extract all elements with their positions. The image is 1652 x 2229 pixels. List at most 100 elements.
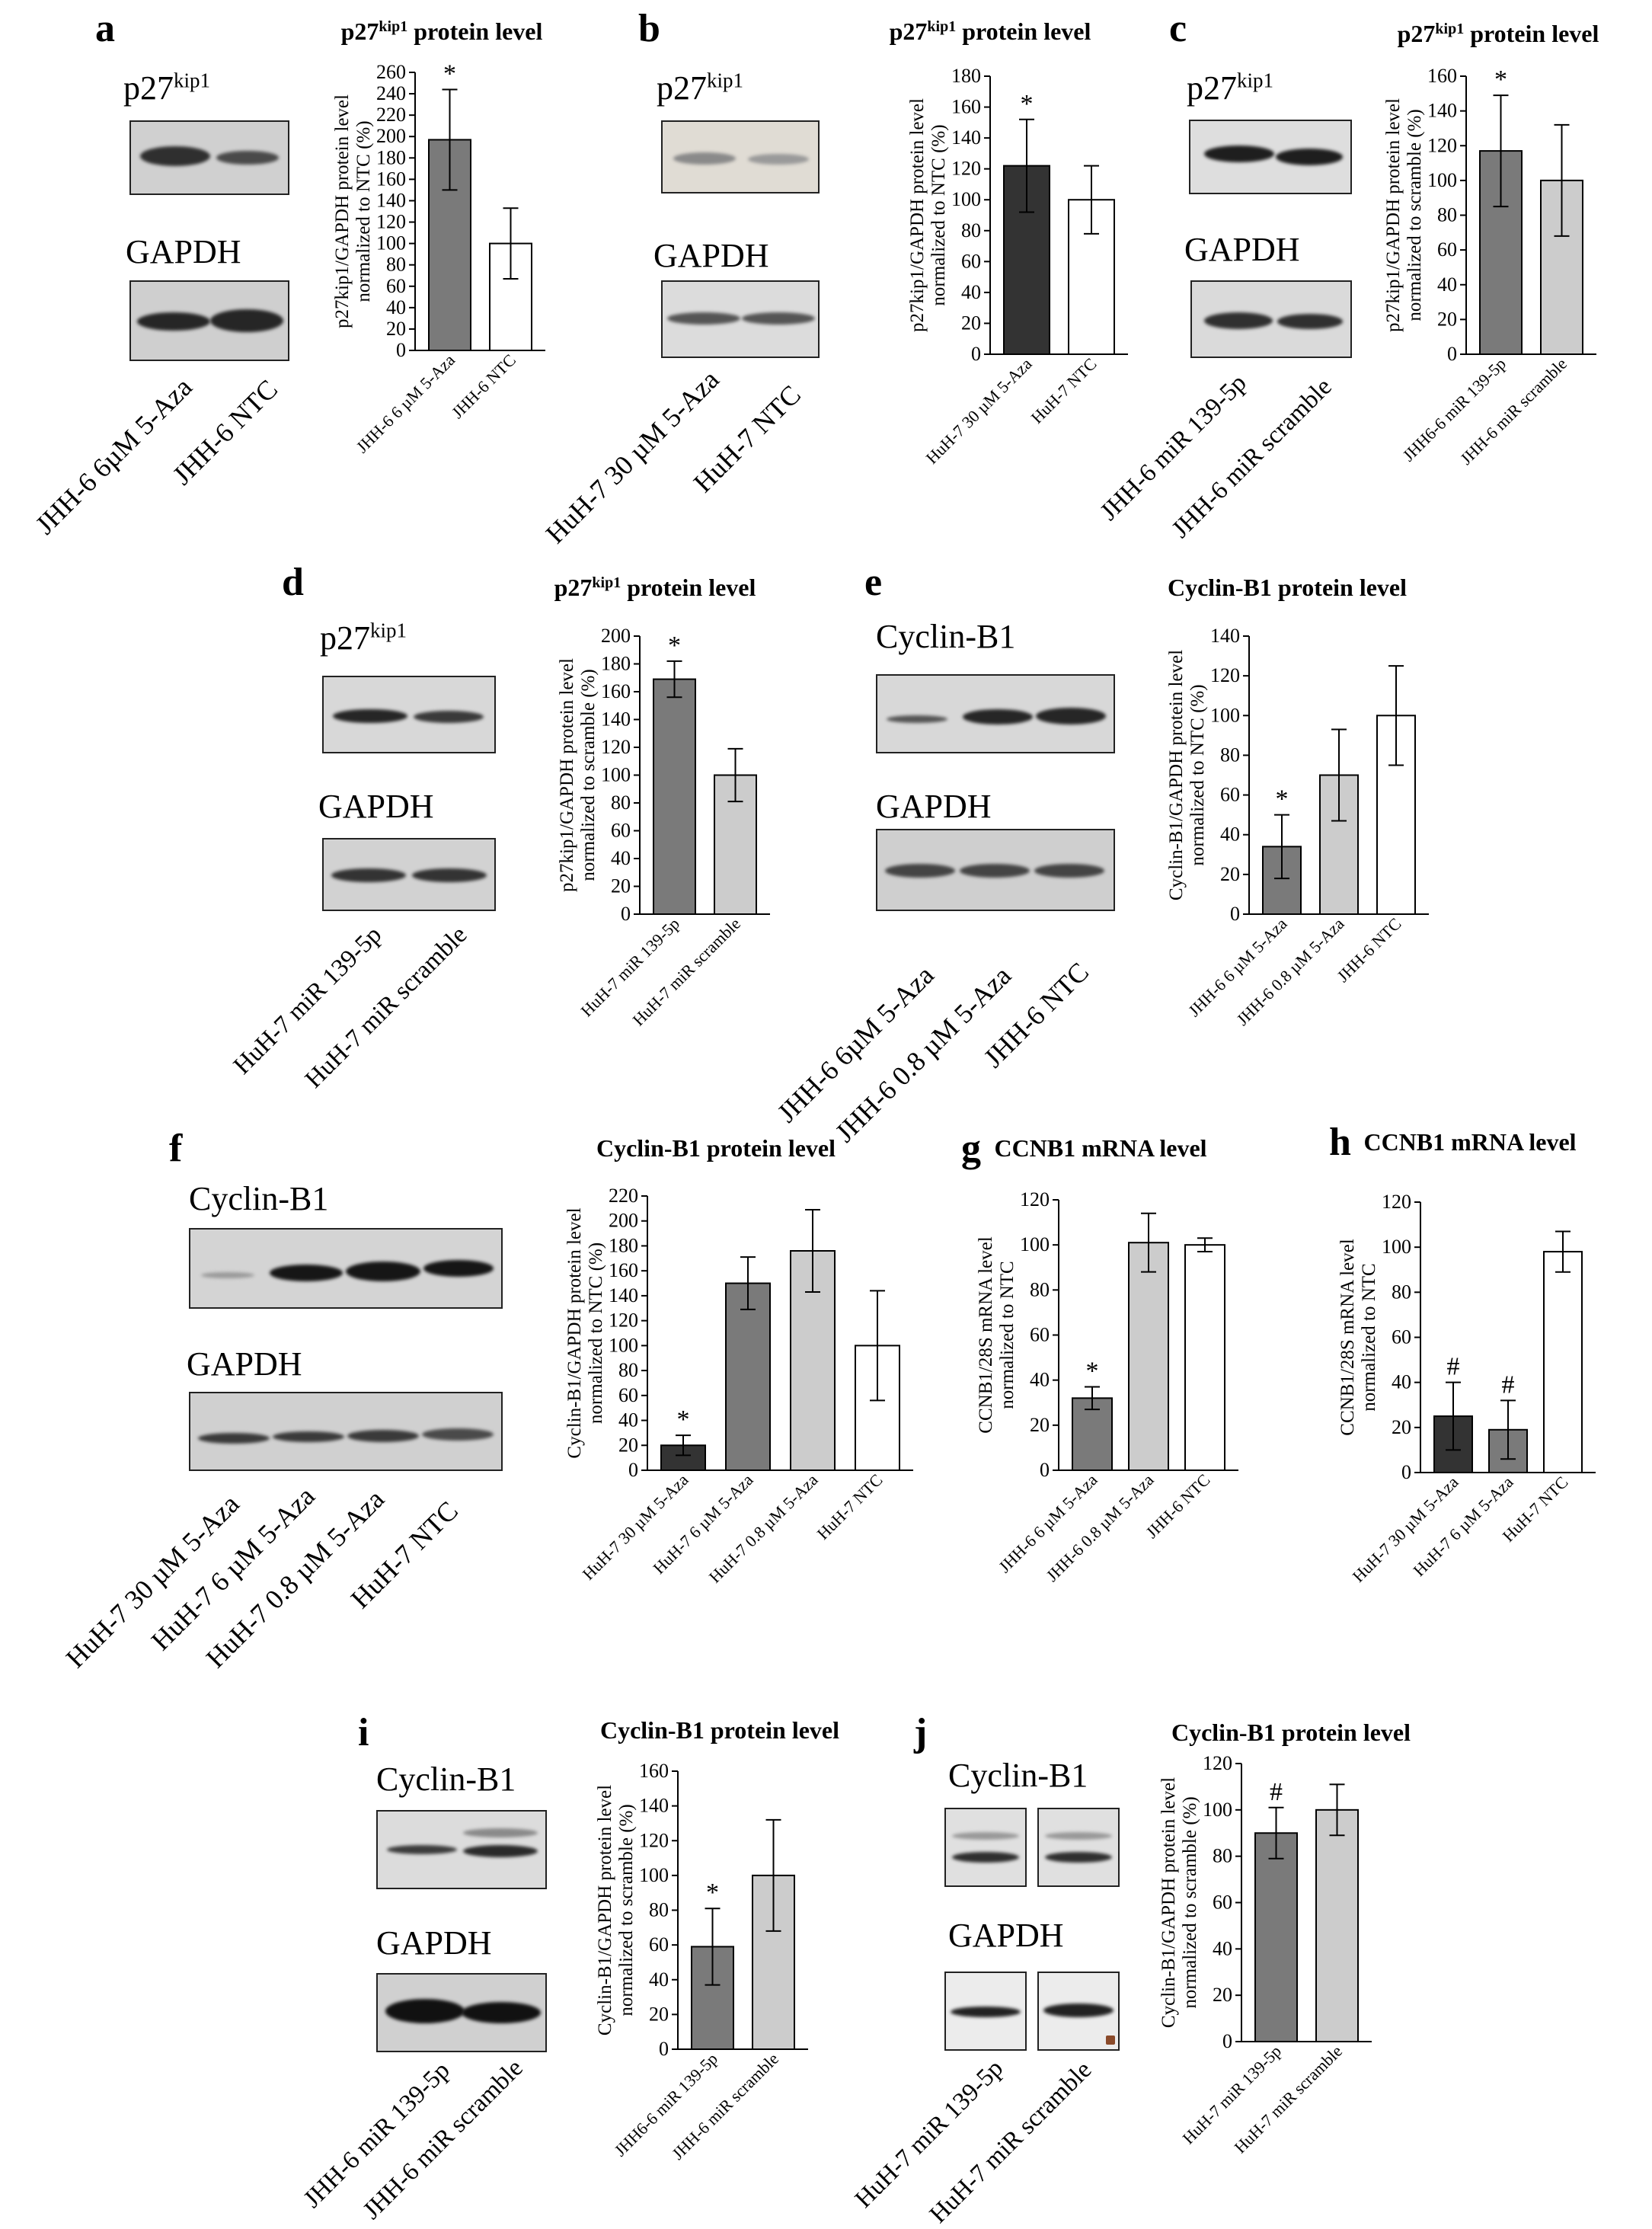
blot-a-gapdh: [129, 280, 289, 361]
y-tick-label: 40: [1392, 1371, 1411, 1393]
y-tick-label: 40: [386, 296, 406, 318]
y-tick-label: 100: [639, 1864, 669, 1886]
y-tick-label: 140: [639, 1795, 669, 1817]
y-axis-label: p27kip1/GAPDH protein level: [557, 658, 577, 892]
y-axis-label: p27kip1/GAPDH protein level: [907, 98, 928, 332]
y-tick-label: 60: [1213, 1892, 1232, 1914]
bar-chart-c: p27kip1 protein level p27kip1/GAPDH prote…: [1383, 20, 1599, 469]
y-tick-label: 180: [601, 653, 631, 675]
blot-d-p27: [322, 676, 496, 753]
band: [331, 868, 406, 882]
y-axis-label: CCNB1/28S mRNA level: [1337, 1239, 1358, 1435]
y-tick-label: 80: [649, 1899, 669, 1921]
blot-j-gapdh-lane1: [944, 1972, 1027, 2051]
y-tick-label: 0: [971, 343, 981, 365]
y-tick-label: 80: [1437, 204, 1457, 226]
blot-e-cyclinb1: [876, 674, 1115, 753]
band: [273, 1431, 344, 1442]
blot-label-c-bottom: GAPDH: [1184, 231, 1300, 268]
lane-label-j-2: HuH-7 miR scramble: [925, 2056, 1098, 2229]
panel-letter-j: j: [914, 1711, 928, 1754]
band: [960, 864, 1030, 878]
y-tick-label: 20: [1220, 863, 1240, 885]
y-tick-label: 100: [951, 188, 981, 210]
blot-label-b-bottom: GAPDH: [653, 237, 769, 274]
y-tick-label: 0: [1230, 903, 1240, 925]
blot-label-i-top: Cyclin-B1: [376, 1760, 516, 1798]
y-tick-label: 80: [386, 254, 406, 276]
y-tick-label: 40: [1030, 1369, 1050, 1391]
y-tick-label: 20: [1213, 1984, 1232, 2006]
y-tick-label: 160: [639, 1760, 669, 1782]
category-label: JHH-6 6 µM 5-Aza: [353, 350, 459, 457]
band: [463, 1845, 538, 1857]
y-tick-label: 100: [1020, 1233, 1050, 1255]
category-label: HuH-7 30 µM 5-Aza: [579, 1470, 692, 1584]
y-axis-label: Cyclin-B1/GAPDH protein level: [1166, 650, 1187, 900]
band: [742, 312, 815, 325]
y-tick-label: 0: [1222, 2030, 1232, 2052]
y-axis-label: Cyclin-B1/GAPDH protein level: [564, 1207, 585, 1458]
y-tick-label: 100: [376, 232, 406, 254]
blot-j-cyclinb1-lane2: [1037, 1808, 1120, 1887]
y-tick-label: 140: [1427, 100, 1457, 122]
category-label: HuH-7 30 µM 5-Aza: [922, 354, 1036, 468]
y-axis-label: CCNB1/28S mRNA level: [976, 1236, 996, 1433]
band: [140, 146, 210, 166]
band: [667, 312, 740, 325]
y-tick-label: 20: [386, 318, 406, 340]
chart-title: p27kip1 protein level: [890, 18, 1091, 45]
band: [1045, 1852, 1112, 1863]
band: [1204, 146, 1274, 162]
y-tick-label: 60: [1220, 784, 1240, 806]
y-tick-label: 180: [609, 1234, 638, 1256]
y-tick-label: 160: [601, 680, 631, 702]
band: [270, 1265, 343, 1281]
y-tick-label: 20: [961, 312, 981, 334]
lane-label-d-1: HuH-7 miR 139-5p: [228, 921, 388, 1080]
significance-marker: *: [677, 1406, 690, 1434]
y-tick-label: 120: [1427, 134, 1457, 156]
y-tick-label: 60: [1030, 1324, 1050, 1346]
significance-marker: *: [1086, 1358, 1099, 1386]
significance-marker: #: [1447, 1353, 1460, 1381]
category-label: HuH-7 30 µM 5-Aza: [1349, 1473, 1462, 1586]
y-tick-label: 100: [1382, 1236, 1411, 1258]
y-axis-label-normalization: normalized to scramble (%): [616, 1804, 637, 2016]
y-tick-label: 180: [376, 146, 406, 168]
category-label: JHH6-6 miR 139-5p: [1398, 354, 1510, 465]
y-tick-label: 40: [1437, 273, 1457, 296]
y-tick-label: 40: [618, 1409, 638, 1431]
y-tick-label: 80: [1030, 1278, 1050, 1300]
blot-j-gapdh-lane2: [1037, 1972, 1120, 2051]
category-label: HuH-7 6 µM 5-Aza: [1409, 1473, 1516, 1580]
y-tick-label: 160: [951, 96, 981, 118]
y-tick-label: 80: [618, 1359, 638, 1381]
blot-label-f-top: Cyclin-B1: [189, 1180, 329, 1217]
y-tick-label: 160: [609, 1259, 638, 1281]
band: [347, 1430, 419, 1442]
panel-letter-i: i: [358, 1711, 369, 1754]
y-axis-label: Cyclin-B1/GAPDH protein level: [1158, 1777, 1179, 2028]
y-tick-label: 0: [396, 339, 406, 361]
y-tick-label: 40: [649, 1968, 669, 1991]
y-tick-label: 240: [376, 82, 406, 104]
category-label: JHH-6 miR scramble: [1456, 354, 1571, 469]
band: [422, 1428, 494, 1441]
y-tick-label: 140: [1210, 625, 1240, 647]
y-tick-label: 0: [621, 903, 631, 925]
band: [952, 1832, 1019, 1840]
y-tick-label: 20: [1392, 1416, 1411, 1438]
bar: [1128, 1242, 1169, 1471]
chart-title: p27kip1 protein level: [341, 18, 543, 45]
y-axis-label: p27kip1/GAPDH protein level: [1383, 98, 1404, 332]
panel-letter-a: a: [95, 7, 115, 50]
y-tick-label: 60: [1392, 1326, 1411, 1348]
significance-marker: #: [1502, 1370, 1515, 1399]
band: [963, 709, 1033, 724]
y-tick-label: 200: [376, 125, 406, 147]
band: [1276, 149, 1343, 165]
y-tick-label: 100: [1203, 1799, 1232, 1821]
band: [201, 1272, 254, 1278]
blot-label-b-top: p27kip1: [657, 69, 744, 107]
